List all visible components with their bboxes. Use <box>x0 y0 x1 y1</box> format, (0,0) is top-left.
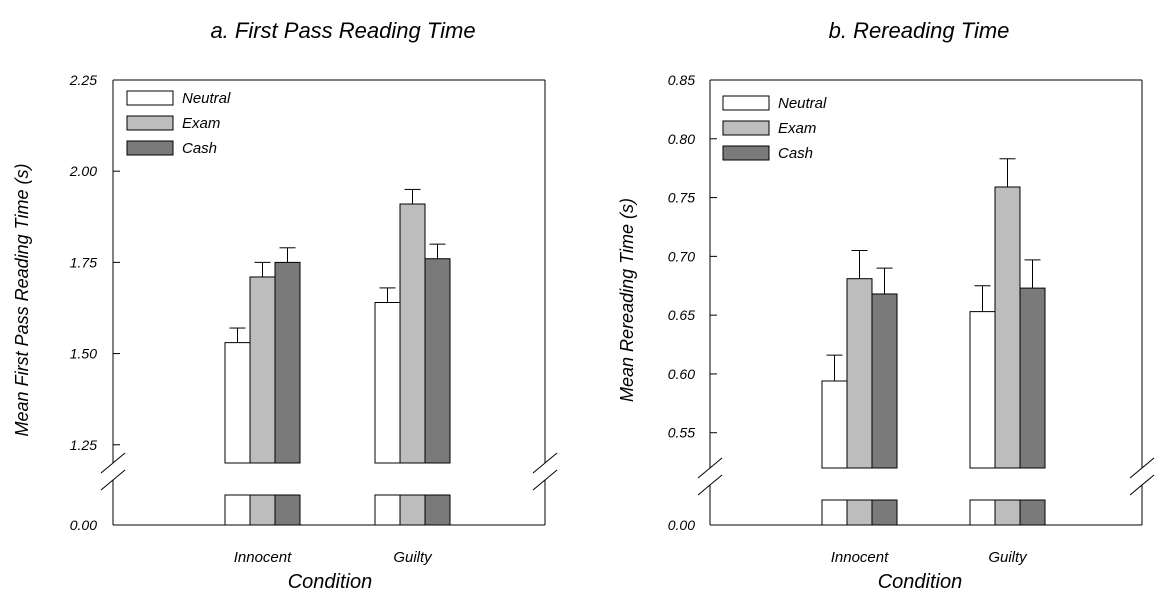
y-tick-label: 0.00 <box>668 517 695 533</box>
bar-neutral-innocent <box>224 342 251 464</box>
bar-neutral-innocent <box>821 380 848 469</box>
axis-break-mark <box>697 474 723 496</box>
y-axis-label: Mean Rereading Time (s) <box>617 198 637 402</box>
axis-break-mark <box>100 452 126 474</box>
y-tick-label: 0.85 <box>668 72 695 88</box>
x-tick-label: Innocent <box>831 549 889 566</box>
bar-stub-cash-guilty <box>424 494 451 526</box>
chart-title: a. First Pass Reading Time <box>210 18 475 43</box>
axis-break-mark <box>1129 457 1155 479</box>
bar-stub-neutral-guilty <box>374 494 401 526</box>
bar-exam-guilty <box>399 203 426 464</box>
bar-stub-cash-innocent <box>871 499 898 526</box>
legend-swatch-cash <box>722 145 770 161</box>
bar-cash-innocent <box>274 261 301 464</box>
bar-stub-exam-guilty <box>399 494 426 526</box>
bar-stub-exam-innocent <box>249 494 276 526</box>
bar-stub-neutral-innocent <box>821 499 848 526</box>
axis-break-mark <box>532 469 558 491</box>
legend-swatch-exam <box>722 120 770 136</box>
x-axis-label: Condition <box>878 571 963 593</box>
bar-cash-guilty <box>424 258 451 464</box>
bar-neutral-guilty <box>374 302 401 464</box>
legend-label: Exam <box>778 120 816 137</box>
bar-stub-exam-innocent <box>846 499 873 526</box>
y-tick-label: 1.25 <box>70 437 97 453</box>
y-tick-label: 0.00 <box>70 517 97 533</box>
y-tick-label: 0.65 <box>668 307 695 323</box>
bar-cash-innocent <box>871 293 898 469</box>
legend-label: Neutral <box>182 90 231 107</box>
bar-stub-cash-guilty <box>1019 499 1046 526</box>
legend-label: Exam <box>182 115 220 132</box>
axis-break-mark <box>532 452 558 474</box>
y-tick-label: 1.75 <box>70 254 97 270</box>
y-tick-label: 2.00 <box>69 163 97 179</box>
bar-stub-neutral-guilty <box>969 499 996 526</box>
axis-break-mark <box>1129 474 1155 496</box>
x-axis-label: Condition <box>288 571 373 593</box>
y-tick-label: 0.80 <box>668 131 695 147</box>
y-tick-label: 0.70 <box>668 248 695 264</box>
chart-title: b. Rereading Time <box>829 18 1010 43</box>
legend-swatch-neutral <box>126 90 174 106</box>
y-tick-label: 0.55 <box>668 425 695 441</box>
bar-exam-innocent <box>249 276 276 464</box>
y-tick-label: 0.75 <box>668 190 695 206</box>
bar-exam-innocent <box>846 278 873 469</box>
bar-stub-exam-guilty <box>994 499 1021 526</box>
legend-label: Cash <box>778 145 813 162</box>
legend-swatch-exam <box>126 115 174 131</box>
x-tick-label: Innocent <box>234 549 292 566</box>
legend-label: Cash <box>182 140 217 157</box>
axis-break-mark <box>697 457 723 479</box>
bar-cash-guilty <box>1019 287 1046 469</box>
axis-break-mark <box>100 469 126 491</box>
legend-label: Neutral <box>778 95 827 112</box>
y-tick-label: 0.60 <box>668 366 695 382</box>
y-tick-label: 2.25 <box>69 72 97 88</box>
legend-swatch-cash <box>126 140 174 156</box>
bar-stub-neutral-innocent <box>224 494 251 526</box>
legend-swatch-neutral <box>722 95 770 111</box>
x-tick-label: Guilty <box>988 549 1028 566</box>
y-axis-label: Mean First Pass Reading Time (s) <box>12 164 32 437</box>
bar-stub-cash-innocent <box>274 494 301 526</box>
y-tick-label: 1.50 <box>70 346 97 362</box>
x-tick-label: Guilty <box>393 549 433 566</box>
bar-neutral-guilty <box>969 311 996 469</box>
bar-exam-guilty <box>994 186 1021 469</box>
